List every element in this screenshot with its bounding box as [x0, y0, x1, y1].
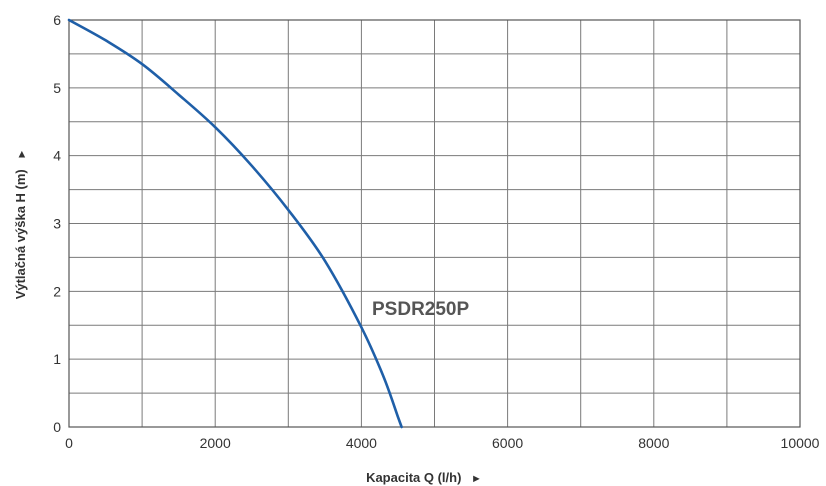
y-tick-label: 3	[53, 216, 61, 232]
y-axis-label-text: Výtlačná výška H (m)	[13, 169, 28, 299]
x-tick-label: 10000	[781, 435, 820, 451]
series-line-psdr250p	[67, 18, 403, 429]
y-tick-label: 0	[53, 419, 61, 435]
y-axis-label: Výtlačná výška H (m) ►	[13, 149, 28, 300]
y-tick-label: 5	[53, 80, 61, 96]
series-label-psdr250p: PSDR250P	[372, 299, 469, 320]
x-axis-label-text: Kapacita Q (l/h)	[366, 470, 461, 485]
y-tick-label: 1	[53, 351, 61, 367]
x-tick-label: 2000	[200, 435, 231, 451]
y-tick-label: 2	[53, 283, 61, 299]
x-axis-arrow-icon: ►	[471, 473, 482, 485]
series-lines	[67, 18, 403, 429]
x-tick-label: 6000	[492, 435, 523, 451]
x-tick-label: 0	[65, 435, 73, 451]
y-tick-label: 6	[53, 12, 61, 28]
x-tick-label: 4000	[346, 435, 377, 451]
plot-frame	[68, 19, 801, 428]
x-axis-label: Kapacita Q (l/h) ►	[366, 470, 482, 485]
tick-labels: 0 2000 4000 6000 8000 10000 0 1 2 3 4 5 6	[53, 12, 819, 451]
x-tick-label: 8000	[638, 435, 669, 451]
y-tick-label: 4	[53, 148, 61, 164]
chart-grid	[68, 19, 801, 428]
y-axis-arrow-icon: ►	[16, 149, 28, 160]
